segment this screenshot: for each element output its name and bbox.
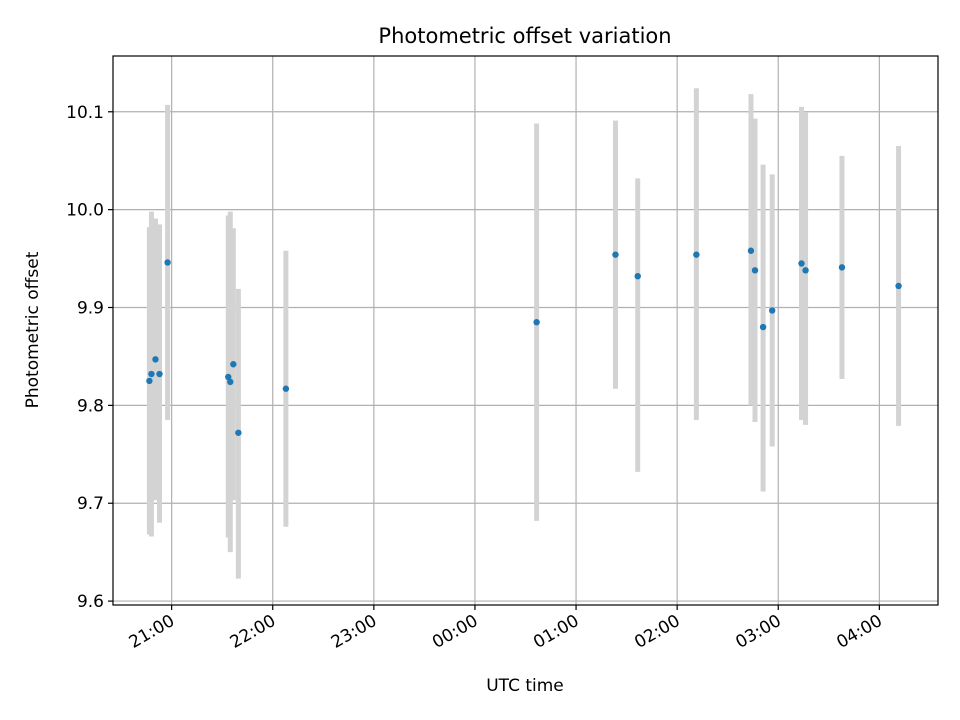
data-point [759, 323, 767, 331]
data-point [152, 356, 159, 363]
y-tick-label: 10.1 [66, 103, 104, 123]
data-point [164, 259, 171, 266]
data-point [768, 307, 776, 314]
x-axis-ticks: 21:00 22:00 23:00 00:00 01:00 02:00 03:00 04:00 [126, 605, 886, 653]
data-point [235, 429, 242, 436]
data-point [751, 267, 759, 274]
data-point [895, 282, 902, 290]
x-tick-label: 00:00 [429, 611, 481, 653]
data-point [225, 373, 232, 381]
data-point [282, 385, 290, 392]
y-axis-label: Photometric offset [23, 251, 43, 408]
x-tick-label: 04:00 [833, 611, 885, 653]
data-point [533, 318, 540, 326]
x-tick-label: 02:00 [631, 611, 683, 653]
data-point [230, 361, 237, 368]
chart-title: Photometric offset variation [378, 24, 671, 48]
data-point [634, 272, 641, 280]
y-tick-label: 10.0 [66, 201, 104, 221]
y-axis-ticks: 9.6 9.7 9.8 9.9 10.0 10.1 [66, 103, 113, 612]
data-point [148, 370, 155, 378]
data-point [612, 251, 619, 258]
x-axis-label: UTC time [486, 676, 564, 696]
x-tick-label: 22:00 [227, 611, 279, 653]
data-point [838, 264, 846, 271]
data-point [156, 370, 163, 378]
error-bars [146, 88, 902, 579]
data-point [802, 267, 809, 274]
data-point [146, 377, 153, 385]
data-point [747, 247, 755, 254]
y-tick-label: 9.9 [77, 299, 104, 319]
x-tick-label: 03:00 [732, 611, 784, 653]
x-tick-label: 23:00 [328, 611, 380, 653]
data-point [227, 378, 234, 386]
plot-frame [112, 55, 939, 606]
y-tick-label: 9.8 [77, 396, 104, 416]
y-tick-label: 9.6 [77, 592, 104, 612]
data-points [146, 247, 902, 436]
data-point [693, 251, 700, 258]
y-tick-label: 9.7 [77, 494, 104, 514]
data-point [798, 260, 805, 267]
x-tick-label: 01:00 [530, 611, 582, 653]
x-tick-label: 21:00 [126, 611, 178, 653]
